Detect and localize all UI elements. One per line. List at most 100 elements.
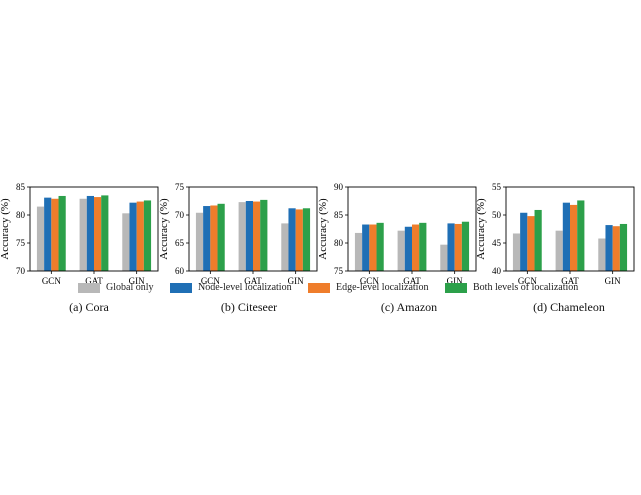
- bar-citeseer-gat-4: [260, 199, 268, 271]
- y-axis-label: Accuracy (%): [317, 198, 329, 260]
- bar-amazon-gcn-1: [354, 232, 363, 271]
- bar-cora-gat-1: [79, 198, 87, 271]
- chart-amazon: GCN GAT GIN 75 80 85 90 Accuracy (%): [317, 182, 477, 286]
- plot-frame: [505, 186, 635, 272]
- bar-amazon-gcn-4: [376, 222, 384, 271]
- y-tick-label: 45: [492, 238, 502, 248]
- legend-label-both: Both levels of localization: [473, 282, 579, 293]
- y-tick-label: 55: [492, 182, 502, 192]
- bar-cora-gcn-1: [36, 206, 45, 271]
- bar-citeseer-gcn-2: [203, 206, 211, 271]
- bar-cora-gin-2: [129, 202, 137, 271]
- bar-amazon-gcn-2: [362, 224, 370, 271]
- legend-swatch-node: [170, 283, 192, 293]
- x-tick-label: GIN: [447, 276, 463, 286]
- bar-cora-gat-4: [101, 195, 109, 271]
- bar-chameleon-gcn-1: [512, 233, 521, 271]
- bar-cora-gcn-3: [51, 198, 59, 271]
- y-tick-label: 85: [334, 210, 344, 220]
- bar-citeseer-gat-3: [253, 201, 261, 271]
- x-tick-label: GAT: [561, 276, 579, 286]
- legend-swatch-edge: [308, 283, 330, 293]
- y-tick-label: 65: [175, 238, 185, 248]
- bar-cora-gin-4: [143, 200, 152, 271]
- bar-chameleon-gin-3: [612, 226, 620, 271]
- y-tick-label: 50: [492, 210, 502, 220]
- bar-chameleon-gcn-3: [527, 216, 535, 271]
- bar-amazon-gin-1: [440, 244, 448, 271]
- bar-chameleon-gin-4: [619, 223, 628, 271]
- bar-chameleon-gcn-2: [520, 212, 528, 271]
- bar-cora-gcn-2: [44, 197, 52, 271]
- bar-chameleon-gin-1: [598, 238, 606, 271]
- x-tick-label: GIN: [288, 276, 304, 286]
- y-tick-label: 40: [492, 266, 502, 276]
- bar-citeseer-gin-4: [302, 208, 311, 271]
- bar-cora-gin-1: [122, 213, 130, 271]
- bar-amazon-gat-2: [404, 226, 412, 271]
- bar-chameleon-gat-3: [570, 204, 578, 271]
- bar-amazon-gat-1: [397, 230, 405, 271]
- bar-cora-gcn-4: [58, 195, 66, 271]
- bar-citeseer-gat-2: [245, 201, 253, 271]
- legend-label-node: Node-level localization: [198, 282, 292, 293]
- bar-cora-gin-3: [136, 201, 144, 271]
- bar-cora-gat-2: [86, 195, 94, 271]
- plot-frame: [347, 186, 477, 272]
- x-tick-label: GAT: [244, 276, 262, 286]
- bar-chameleon-gat-2: [562, 202, 570, 271]
- bar-citeseer-gcn-3: [210, 205, 218, 271]
- bar-chameleon-gin-2: [605, 225, 613, 271]
- bar-citeseer-gin-1: [281, 223, 289, 271]
- x-tick-label: GIN: [129, 276, 145, 286]
- bar-citeseer-gcn-1: [195, 212, 204, 271]
- y-tick-label: 75: [334, 266, 344, 276]
- x-tick-label: GCN: [518, 276, 538, 286]
- x-tick-label: GCN: [201, 276, 221, 286]
- bar-cora-gat-3: [94, 197, 102, 271]
- bar-amazon-gcn-3: [369, 224, 377, 271]
- legend-swatch-global: [78, 283, 100, 293]
- y-tick-label: 75: [175, 182, 185, 192]
- y-tick-label: 70: [175, 210, 185, 220]
- y-tick-label: 70: [16, 266, 26, 276]
- bar-amazon-gat-3: [412, 224, 420, 271]
- chart-cora: GCN GAT GIN 70 75 80 85 Accuracy (%): [0, 182, 159, 286]
- bar-citeseer-gin-2: [288, 208, 296, 271]
- caption-cora: (a) Cora: [69, 300, 109, 314]
- plot-frame: [29, 186, 159, 272]
- caption-citeseer: (b) Citeseer: [220, 300, 278, 314]
- y-axis-label: Accuracy (%): [475, 198, 487, 260]
- bar-chameleon-gat-1: [555, 230, 563, 271]
- x-tick-label: GCN: [360, 276, 380, 286]
- y-axis-label: Accuracy (%): [0, 198, 11, 260]
- legend-swatch-both: [445, 283, 467, 293]
- bar-amazon-gin-3: [454, 223, 462, 271]
- bar-amazon-gin-2: [447, 223, 455, 271]
- x-tick-label: GAT: [403, 276, 421, 286]
- y-tick-label: 90: [334, 182, 344, 192]
- y-tick-label: 60: [175, 266, 185, 276]
- legend-label-global: Global only: [106, 282, 154, 293]
- bar-chameleon-gcn-4: [534, 209, 542, 271]
- plot-frame: [188, 186, 318, 272]
- x-tick-label: GCN: [42, 276, 62, 286]
- caption-chameleon: (d) Chameleon: [533, 300, 605, 314]
- x-tick-label: GIN: [605, 276, 621, 286]
- y-tick-label: 75: [16, 238, 26, 248]
- chart-citeseer: GCN GAT GIN 60 65 70 75 Accuracy (%): [158, 182, 318, 286]
- bar-amazon-gat-4: [419, 222, 427, 271]
- y-tick-label: 85: [16, 182, 26, 192]
- bar-citeseer-gcn-4: [217, 203, 225, 271]
- bar-amazon-gin-4: [461, 221, 470, 271]
- y-tick-label: 80: [334, 238, 344, 248]
- y-tick-label: 80: [16, 210, 26, 220]
- y-axis-label: Accuracy (%): [158, 198, 170, 260]
- bar-citeseer-gin-3: [295, 209, 303, 271]
- x-tick-label: GAT: [85, 276, 103, 286]
- legend-label-edge: Edge-level localization: [336, 282, 429, 293]
- bar-chameleon-gat-4: [577, 200, 585, 271]
- bar-citeseer-gat-1: [238, 202, 246, 271]
- chart-chameleon: GCN GAT GIN 40 45 50 55 Accuracy (%): [475, 182, 635, 286]
